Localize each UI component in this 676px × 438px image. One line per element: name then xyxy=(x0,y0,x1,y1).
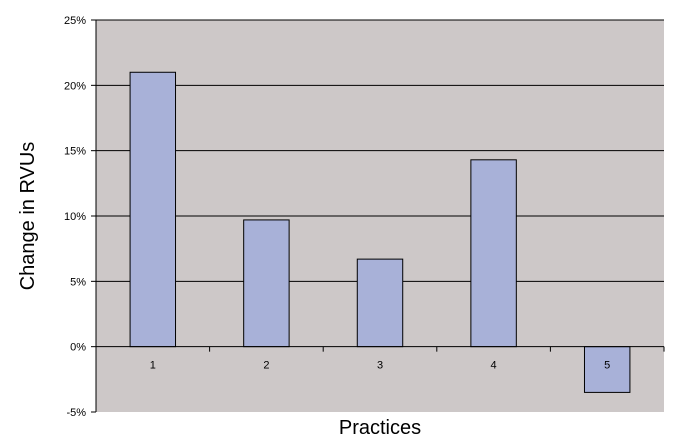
bar-1 xyxy=(129,71,177,348)
y-tick-label: 15% xyxy=(64,146,86,158)
x-axis-title: Practices xyxy=(339,417,421,438)
bar-2 xyxy=(243,219,290,348)
zero-axis xyxy=(95,346,665,352)
x-tick-label: 1 xyxy=(150,360,156,372)
x-tick-label: 4 xyxy=(491,360,497,372)
gridlines xyxy=(96,19,664,282)
y-tick-label: 25% xyxy=(64,15,86,27)
x-tick-label: 3 xyxy=(377,360,383,372)
y-tick-label: 10% xyxy=(64,211,86,223)
bar-3 xyxy=(356,258,404,348)
y-tick-label: 20% xyxy=(64,80,86,92)
bars xyxy=(129,71,631,393)
x-tick-label: 2 xyxy=(263,360,269,372)
y-axis-ticks: -5% 0% 5% 10% 15% 20% 25% xyxy=(64,15,97,419)
x-axis-category-labels: 1 2 3 4 5 xyxy=(150,360,611,372)
x-tick-label: 5 xyxy=(604,360,610,372)
y-tick-label: -5% xyxy=(66,407,86,419)
bar-4 xyxy=(470,159,517,348)
bar-5 xyxy=(583,346,631,393)
y-tick-label: 0% xyxy=(70,342,86,354)
y-axis-title: Change in RVUs xyxy=(17,142,39,291)
y-tick-label: 5% xyxy=(70,276,86,288)
